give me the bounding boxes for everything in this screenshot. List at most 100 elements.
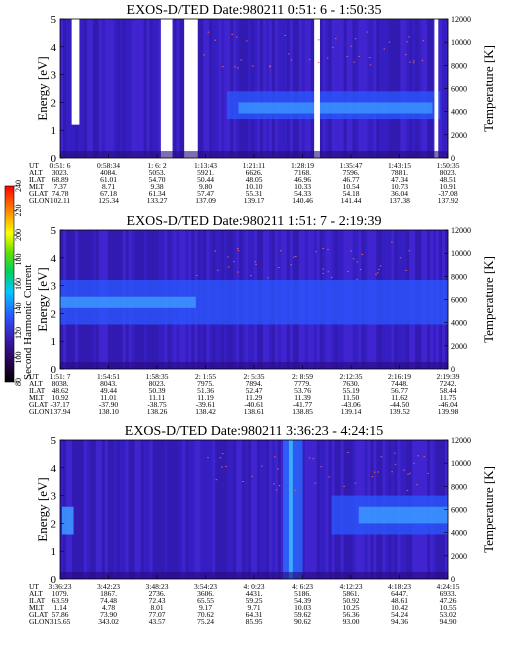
orbit-value: 47.26	[440, 596, 457, 605]
temperature-point	[207, 457, 209, 459]
intensity-column	[203, 19, 207, 158]
orbit-value: 8038.	[52, 379, 69, 388]
y-tick-label: 1	[51, 336, 57, 348]
intensity-column	[98, 19, 103, 158]
temperature-point	[214, 39, 216, 41]
intensity-column	[179, 440, 183, 579]
intensity-band	[288, 440, 293, 579]
temperature-point	[322, 272, 324, 274]
temperature-point	[255, 263, 257, 265]
orbit-row-label: GLON	[29, 617, 50, 626]
y2-tick-label: 2000	[451, 131, 467, 140]
temperature-point	[388, 41, 391, 43]
orbit-value: 8043.	[100, 379, 117, 388]
intensity-column	[280, 19, 285, 158]
orbit-row-label: ALT	[29, 589, 43, 598]
temperature-point	[403, 469, 405, 471]
intensity-column	[173, 19, 177, 158]
temperature-point	[326, 57, 329, 59]
orbit-value: 1:28:19	[291, 161, 314, 170]
orbit-value: 3:42:23	[97, 582, 120, 591]
intensity-column	[62, 19, 67, 158]
temperature-point	[251, 65, 254, 67]
intensity-band	[60, 296, 196, 308]
intensity-column	[409, 19, 413, 158]
y2-tick-label: 0	[451, 575, 455, 584]
temperature-point	[327, 249, 329, 251]
intensity-column	[265, 19, 270, 158]
intensity-column	[242, 19, 246, 158]
y2-tick-label: 8000	[451, 272, 467, 281]
y-axis-label: Energy [eV]	[35, 477, 50, 541]
intensity-column	[182, 440, 186, 579]
temperature-point	[231, 33, 233, 35]
colorbar-tick-label: 80	[14, 378, 23, 386]
orbit-row-label: GLAT	[29, 610, 49, 619]
temperature-point	[278, 485, 281, 487]
intensity-column	[152, 440, 156, 579]
temperature-point	[308, 457, 311, 459]
orbit-value: 140.46	[292, 196, 313, 205]
temperature-point	[375, 274, 377, 276]
orbit-value: 10.55	[440, 603, 457, 612]
temperature-point	[312, 458, 315, 460]
intensity-band	[238, 102, 433, 114]
orbit-value: 137.09	[195, 196, 216, 205]
intensity-column	[283, 19, 288, 158]
intensity-band	[358, 506, 448, 524]
orbit-value: 4.78	[102, 603, 115, 612]
orbit-value: 54.39	[294, 596, 311, 605]
y2-tick-label: 2000	[451, 552, 467, 561]
temperature-point	[274, 456, 276, 458]
intensity-column	[227, 19, 231, 158]
intensity-column	[224, 440, 228, 579]
intensity-column	[397, 19, 401, 158]
orbit-value: 74.48	[100, 596, 117, 605]
temperature-point	[278, 267, 280, 269]
orbit-value: 85.95	[246, 617, 263, 626]
orbit-value: 11.29	[246, 393, 263, 402]
colorbar-tick-label: 200	[14, 229, 23, 241]
y2-axis-label: Temperature [K]	[481, 45, 496, 132]
orbit-value: -40.61	[244, 400, 264, 409]
orbit-value: 7448.	[391, 379, 408, 388]
orbit-value: 139.14	[341, 407, 362, 416]
intensity-column	[128, 440, 132, 579]
intensity-column	[161, 440, 165, 579]
orbit-value: 9.17	[199, 603, 212, 612]
y2-tick-label: 10000	[451, 249, 471, 258]
temperature-point	[269, 65, 271, 67]
temperature-point	[327, 271, 330, 273]
orbit-value: 1079.	[52, 589, 69, 598]
intensity-column	[322, 19, 326, 158]
y-axis-label: Energy [eV]	[35, 56, 50, 120]
intensity-column	[227, 440, 231, 579]
orbit-value: 11.01	[100, 393, 117, 402]
intensity-column	[155, 440, 159, 579]
orbit-value: 141.44	[341, 196, 362, 205]
temperature-point	[219, 457, 222, 459]
spectrogram-panel-1: EXOS-D/TED Date:980211 0:51: 6 - 1:50:35…	[29, 3, 496, 205]
intensity-column	[230, 19, 234, 158]
orbit-row-label: GLON	[29, 407, 50, 416]
orbit-value: 50.39	[149, 386, 166, 395]
orbit-value: 58.44	[440, 386, 457, 395]
temperature-point	[394, 452, 396, 454]
temperature-point	[254, 261, 256, 263]
temperature-point	[277, 468, 279, 470]
orbit-value: 4: 6:23	[292, 582, 313, 591]
intensity-band	[61, 506, 74, 535]
orbit-value: 137.38	[389, 196, 410, 205]
intensity-column	[122, 19, 126, 158]
orbit-value: 48.51	[440, 175, 457, 184]
intensity-column	[415, 19, 419, 158]
orbit-value: 343.02	[98, 617, 119, 626]
orbit-value: 7168.	[294, 168, 311, 177]
intensity-column	[200, 440, 204, 579]
orbit-value: 50.44	[197, 175, 214, 184]
intensity-column	[328, 440, 332, 579]
intensity-column	[251, 19, 255, 158]
intensity-column	[343, 19, 347, 158]
intensity-column	[304, 440, 309, 579]
orbit-value: 3:54:23	[194, 582, 217, 591]
